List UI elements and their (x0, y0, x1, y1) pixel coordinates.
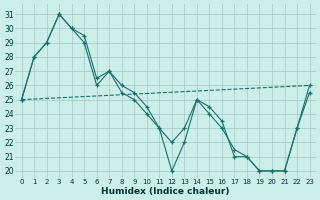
X-axis label: Humidex (Indice chaleur): Humidex (Indice chaleur) (101, 187, 230, 196)
